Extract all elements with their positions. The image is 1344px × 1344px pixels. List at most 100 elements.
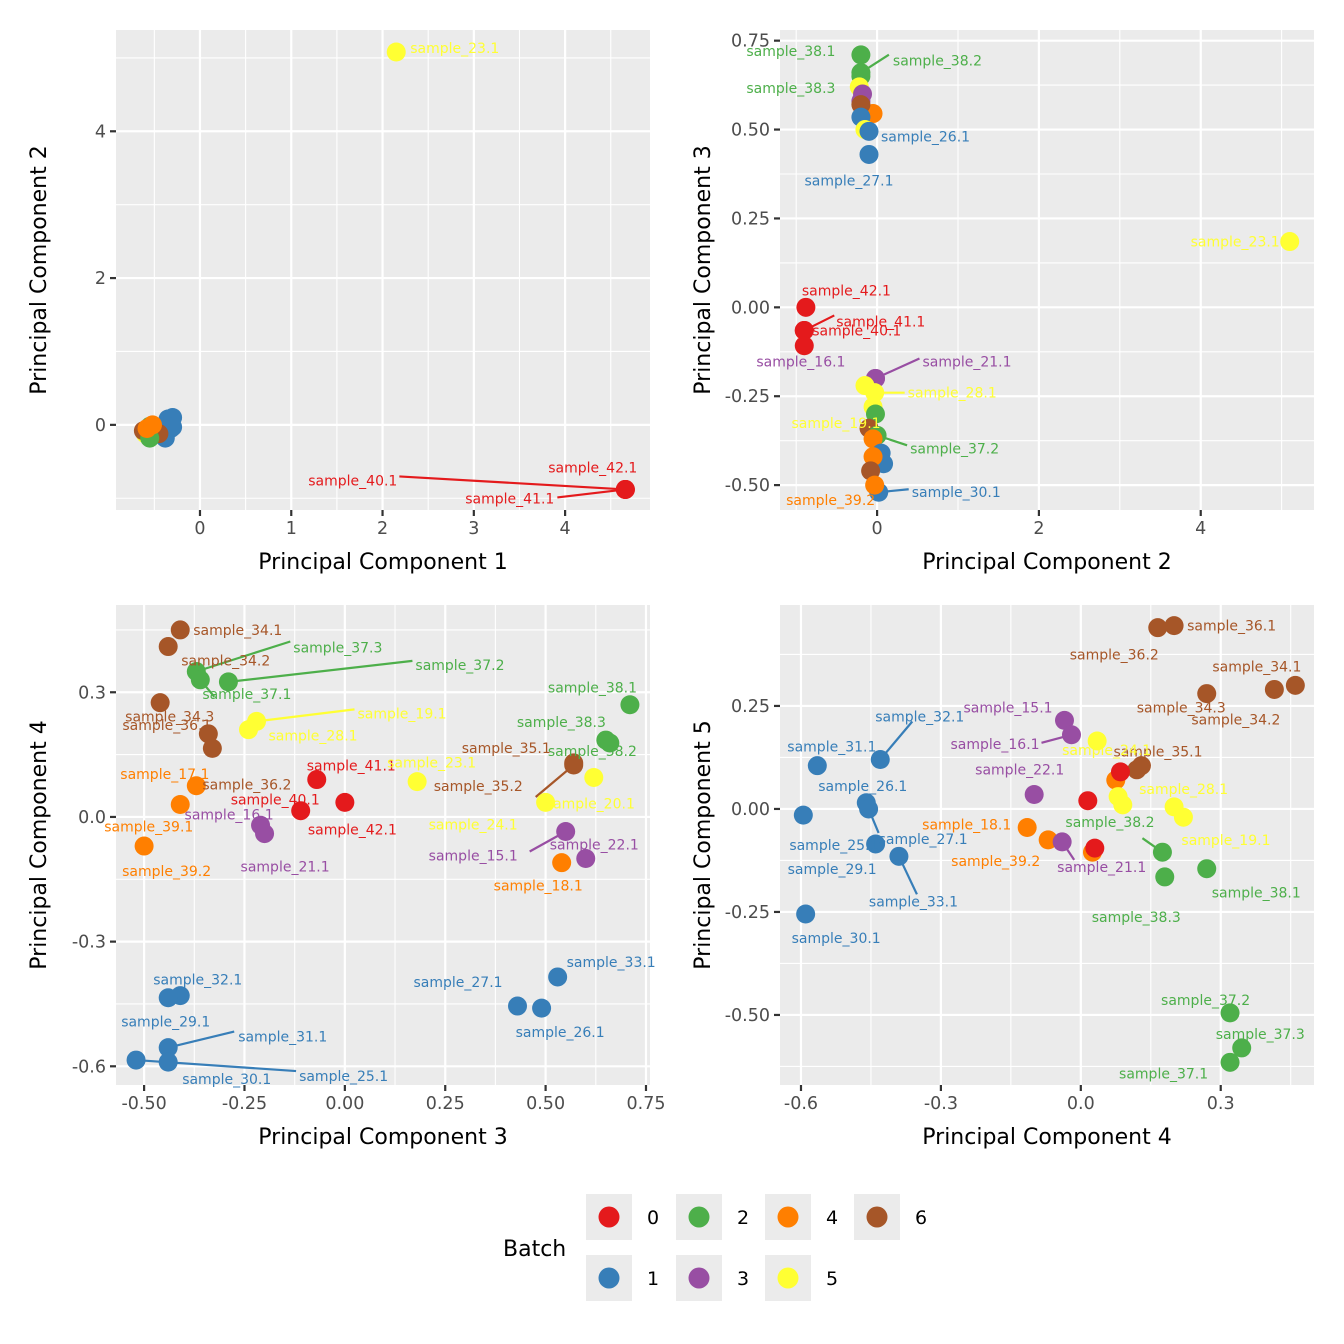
x-tick-label: 3 xyxy=(468,519,479,539)
points-layer xyxy=(793,616,1305,1072)
data-point xyxy=(198,724,218,744)
label-connector xyxy=(557,488,626,499)
point-label: sample_37.1 xyxy=(202,687,291,703)
x-tick-label: 1 xyxy=(286,519,297,539)
data-point xyxy=(796,904,816,924)
legend-title: Batch xyxy=(503,1237,566,1262)
point-label: sample_41.1 xyxy=(465,491,554,507)
data-point xyxy=(564,755,584,775)
data-point xyxy=(794,320,814,340)
point-label: sample_38.1 xyxy=(1212,886,1301,902)
data-point xyxy=(870,750,890,770)
data-point xyxy=(158,1038,178,1058)
data-point xyxy=(600,733,620,753)
point-label: sample_19.1 xyxy=(358,706,447,722)
point-label: sample_29.1 xyxy=(121,1015,210,1031)
x-tick-label: -0.25 xyxy=(222,1094,267,1114)
point-label: sample_21.1 xyxy=(1057,860,1146,876)
x-tick-label: 4 xyxy=(1195,519,1206,539)
labels-layer: sample_36.1 sample_36.2 sample_34.1 sample_… xyxy=(787,619,1304,1083)
x-axis-title: Principal Component 3 xyxy=(258,1125,507,1150)
data-point xyxy=(552,853,572,873)
data-point xyxy=(170,620,190,640)
labels-layer: sample_23.1 sample_42.1 sample_40.1 sample_… xyxy=(308,41,637,507)
data-point xyxy=(807,756,827,776)
x-axis-title: Principal Component 1 xyxy=(258,550,507,575)
data-point xyxy=(865,383,885,403)
y-tick-label: -0.25 xyxy=(725,903,770,923)
point-label: sample_41.1 xyxy=(836,314,925,330)
legend-swatch xyxy=(688,1206,710,1228)
point-label: sample_42.1 xyxy=(308,822,397,838)
legend-label: 2 xyxy=(737,1207,749,1229)
point-label: sample_17.1 xyxy=(120,767,209,783)
y-axis-title: Principal Component 5 xyxy=(691,720,716,969)
legend-item-batch-0: 0 xyxy=(586,1194,659,1240)
point-label: sample_19.1 xyxy=(1181,833,1270,849)
data-point xyxy=(291,801,311,821)
point-label: sample_32.1 xyxy=(875,710,964,726)
legend-label: 0 xyxy=(647,1207,659,1229)
y-tick-label: 0.25 xyxy=(731,697,770,717)
point-label: sample_35.1 xyxy=(1113,745,1202,761)
data-point xyxy=(1113,795,1133,815)
x-tick-label: 0 xyxy=(872,519,883,539)
point-label: sample_27.1 xyxy=(414,975,503,991)
x-axis-title: Principal Component 2 xyxy=(922,550,1171,575)
y-tick-label: 0.00 xyxy=(731,800,770,820)
point-label: sample_28.1 xyxy=(268,729,357,745)
data-point xyxy=(794,336,814,356)
x-tick-label: 0.25 xyxy=(426,1094,465,1114)
data-point xyxy=(1173,807,1193,827)
point-label: sample_34.2 xyxy=(1191,712,1280,728)
legend-swatch xyxy=(777,1267,799,1289)
x-axis-title: Principal Component 4 xyxy=(922,1125,1171,1150)
legend-label: 5 xyxy=(826,1268,838,1290)
data-point xyxy=(859,121,879,141)
point-label: sample_42.1 xyxy=(802,283,891,299)
y-tick-label: 0.0 xyxy=(78,808,106,828)
x-tick-label: 2 xyxy=(1033,519,1044,539)
point-label: sample_15.1 xyxy=(963,700,1052,716)
legend-item-batch-3: 3 xyxy=(676,1255,749,1301)
y-axis-title: Principal Component 4 xyxy=(27,720,52,969)
legend-label: 3 xyxy=(737,1268,749,1290)
data-point xyxy=(1078,791,1098,811)
data-point xyxy=(1197,859,1217,879)
labels-layer: sample_34.1sample_34.2sample_34.3sample_… xyxy=(104,623,655,1088)
data-point xyxy=(1052,832,1072,852)
data-point xyxy=(620,695,640,715)
point-label: sample_35.2 xyxy=(434,779,523,795)
point-label: sample_28.1 xyxy=(908,386,997,402)
point-label: sample_18.1 xyxy=(494,879,583,895)
point-label: sample_24.1 xyxy=(429,817,518,833)
point-label: sample_36.2 xyxy=(1070,648,1159,664)
data-point xyxy=(335,792,355,812)
point-label: sample_39.2 xyxy=(951,854,1040,870)
data-point xyxy=(386,42,406,62)
point-label: sample_42.1 xyxy=(548,460,637,476)
data-point xyxy=(1285,675,1305,695)
data-point xyxy=(1085,838,1105,858)
legend-item-batch-1: 1 xyxy=(586,1255,659,1301)
y-tick-label: 0.50 xyxy=(731,121,770,141)
point-label: sample_37.2 xyxy=(415,658,504,674)
point-label: sample_27.1 xyxy=(804,173,893,189)
y-axis-title: Principal Component 2 xyxy=(27,145,52,394)
data-point xyxy=(556,821,576,841)
point-label: sample_30.1 xyxy=(792,931,881,947)
point-label: sample_34.3 xyxy=(1137,701,1226,717)
point-label: sample_36.1 xyxy=(1187,619,1276,635)
point-label: sample_34.1 xyxy=(193,623,282,639)
panel-pc2-vs-pc3: 0 2 4 0.75 0.50 0.25 0.00 -0.25 -0.50 Principal C… xyxy=(691,30,1314,575)
point-label: sample_41.1 xyxy=(307,759,396,775)
data-point xyxy=(1220,1003,1240,1023)
point-label: sample_23.1 xyxy=(1191,235,1280,251)
point-label: sample_34.1 xyxy=(1212,659,1301,675)
point-label: sample_31.1 xyxy=(238,1030,327,1046)
data-point xyxy=(158,1052,178,1072)
legend-label: 1 xyxy=(647,1268,659,1290)
data-point xyxy=(1110,762,1130,782)
point-label: sample_25.1 xyxy=(299,1069,388,1085)
data-point xyxy=(158,637,178,657)
